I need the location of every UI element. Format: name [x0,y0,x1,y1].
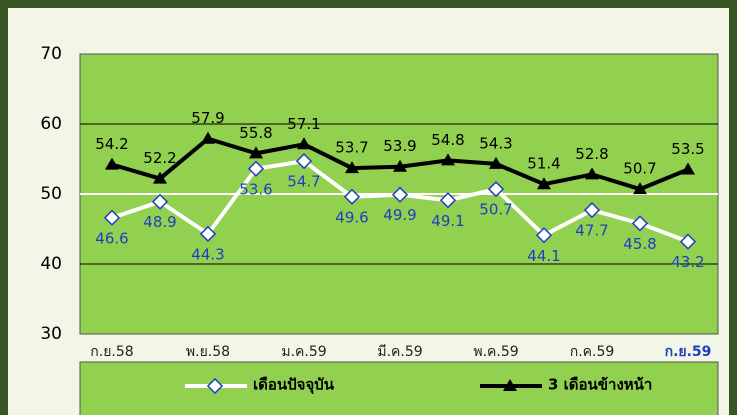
point-marker [247,160,265,177]
data-label: 43.2 [671,253,704,271]
point-marker [201,131,215,144]
point-marker [631,215,649,232]
data-label: 57.9 [191,109,224,127]
point-marker [487,180,505,198]
data-label: 46.6 [95,229,128,247]
data-label: 53.5 [671,140,704,158]
y-tick-label: 50 [40,184,62,204]
data-label: 50.7 [623,160,656,178]
data-label: 55.8 [239,124,272,142]
data-label: 51.4 [527,155,560,173]
y-tick-label: 40 [40,254,62,274]
point-marker [345,161,359,174]
legend-label: 3 เดือนข้างหน้า [548,376,652,394]
legend-label: เดือนปัจจุบัน [253,376,335,395]
point-marker [151,193,169,210]
legend-marker [503,379,517,391]
point-marker [583,201,601,219]
y-tick-label: 70 [40,44,62,64]
point-marker [633,182,647,195]
point-marker [585,167,599,180]
point-marker [681,162,695,175]
point-marker [297,137,311,150]
data-label: 54.2 [95,135,128,153]
point-marker [343,188,361,205]
data-label: 49.9 [383,206,416,224]
data-label: 50.7 [479,201,512,219]
data-label: 53.7 [335,139,368,157]
point-marker [441,153,455,166]
y-tick-label: 60 [40,114,62,134]
data-label: 52.2 [143,149,176,167]
data-label: 49.1 [431,212,464,230]
data-label: 54.8 [431,131,464,149]
point-marker [679,233,697,250]
data-label: 45.8 [623,235,656,253]
x-tick-label: ม.ค.59 [281,344,326,360]
data-label: 53.9 [383,137,416,155]
point-marker [249,146,263,159]
data-label: 44.3 [191,245,224,263]
point-marker [537,177,551,190]
point-marker [105,157,119,170]
data-label: 49.6 [335,208,368,226]
point-marker [103,209,121,226]
data-label: 54.3 [479,134,512,152]
point-marker [391,186,409,203]
legend-marker [206,377,224,395]
point-marker [439,192,457,209]
x-tick-label: ก.ค.59 [570,344,615,360]
legend-box [79,361,719,415]
data-label: 47.7 [575,222,608,240]
point-marker [393,159,407,172]
data-label: 48.9 [143,213,176,231]
data-label: 57.1 [287,115,320,133]
data-label: 53.6 [239,180,272,198]
data-label: 52.8 [575,145,608,163]
x-tick-label: พ.ค.59 [473,344,518,360]
point-marker [295,152,313,170]
x-tick-label: มี.ค.59 [377,344,422,360]
data-label: 54.7 [287,173,320,191]
x-tick-label: พ.ย.58 [186,344,230,360]
point-marker [199,225,217,243]
point-marker [489,156,503,169]
point-marker [153,171,167,184]
y-tick-label: 30 [40,324,62,344]
x-tick-label: ก.ย.59 [665,344,712,360]
x-tick-label: ก.ย.58 [90,344,133,360]
point-marker [535,227,553,244]
data-label: 44.1 [527,247,560,265]
